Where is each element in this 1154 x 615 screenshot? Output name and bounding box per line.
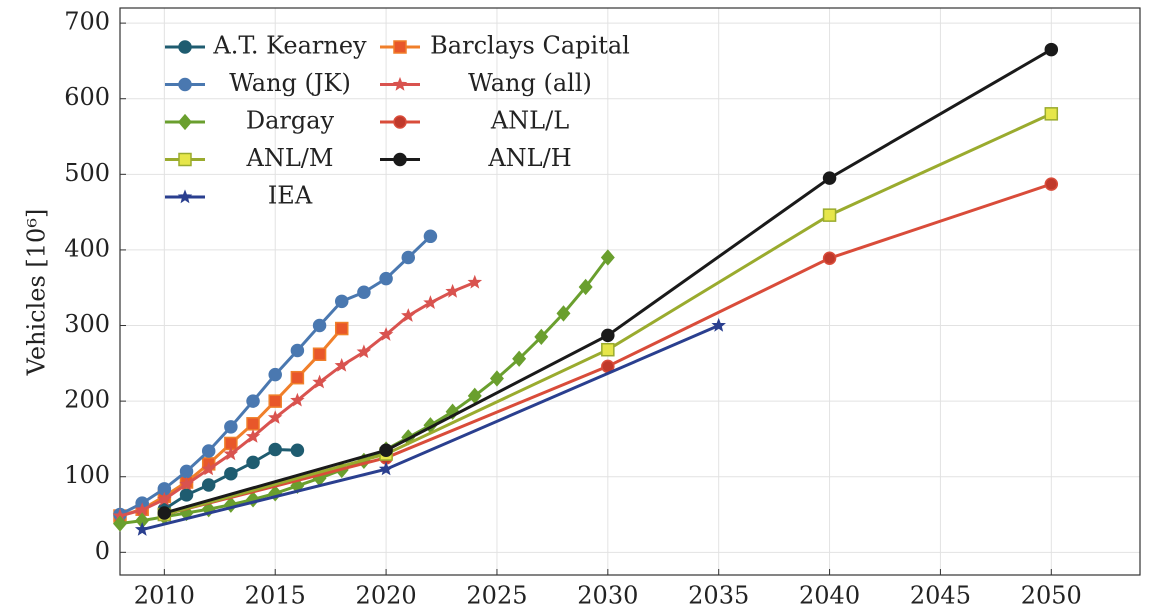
marker <box>378 327 394 341</box>
marker <box>178 77 192 92</box>
marker <box>178 113 192 131</box>
x-tick-label: 2045 <box>910 582 971 610</box>
marker <box>822 171 837 185</box>
marker <box>201 461 216 476</box>
marker <box>600 249 615 266</box>
marker <box>268 367 282 382</box>
marker <box>312 318 327 333</box>
marker <box>601 342 615 357</box>
marker <box>822 251 837 265</box>
x-tick-label: 2010 <box>134 582 195 610</box>
marker <box>179 488 194 502</box>
marker <box>246 417 260 431</box>
marker <box>379 443 393 458</box>
marker <box>246 394 260 408</box>
marker <box>157 491 172 506</box>
marker <box>379 271 393 286</box>
legend: A.T. Kearney Barclays Capital Wang (JK) Wan… <box>165 32 630 210</box>
marker <box>578 278 593 296</box>
marker <box>268 442 282 457</box>
marker <box>489 370 504 387</box>
marker <box>512 350 527 367</box>
marker <box>201 478 216 492</box>
marker <box>201 444 216 458</box>
x-tick-label: 2025 <box>466 582 527 610</box>
marker <box>178 40 192 54</box>
marker <box>467 274 483 289</box>
marker <box>134 521 150 536</box>
marker <box>290 443 305 458</box>
plot-frame <box>119 7 1141 576</box>
marker <box>534 328 549 346</box>
marker <box>268 394 282 408</box>
marker <box>393 40 407 54</box>
marker <box>177 189 193 204</box>
legend-label: Dargay <box>246 107 335 135</box>
marker <box>1044 177 1059 191</box>
marker <box>357 285 371 300</box>
marker <box>312 347 327 361</box>
x-tick-label: 2040 <box>799 582 860 610</box>
marker <box>245 429 261 443</box>
marker <box>334 358 349 372</box>
marker <box>312 374 327 389</box>
marker <box>157 506 172 520</box>
marker <box>393 152 407 167</box>
y-tick-label: 200 <box>64 386 110 414</box>
legend-label: Wang (all) <box>468 69 592 97</box>
marker <box>423 229 438 244</box>
legend-label: Barclays Capital <box>430 32 630 60</box>
marker <box>224 420 238 434</box>
marker <box>246 455 260 470</box>
x-tick-label: 2015 <box>245 582 306 610</box>
marker <box>711 317 726 332</box>
marker <box>392 76 408 91</box>
y-tick-label: 600 <box>64 83 110 111</box>
marker <box>334 321 349 336</box>
marker <box>223 446 239 461</box>
marker <box>334 294 349 309</box>
legend-label: Wang (JK) <box>229 69 351 97</box>
marker <box>179 464 194 479</box>
marker <box>113 515 127 532</box>
marker <box>601 328 615 343</box>
marker <box>822 208 837 222</box>
y-tick-label: 300 <box>64 310 110 338</box>
marker <box>179 476 194 491</box>
marker <box>267 410 283 424</box>
legend-label: ANL/L <box>490 107 569 135</box>
legend-label: ANL/H <box>487 144 571 172</box>
y-axis-label: Vehicles [10⁶] <box>23 209 51 377</box>
y-tick-label: 700 <box>64 8 110 36</box>
marker <box>393 115 407 129</box>
marker <box>423 295 438 310</box>
x-tick-label: 2020 <box>356 582 417 610</box>
marker <box>201 501 216 518</box>
marker <box>401 250 416 265</box>
marker <box>356 344 372 359</box>
y-tick-label: 100 <box>64 461 110 489</box>
marker <box>378 461 394 476</box>
marker <box>178 152 192 167</box>
marker <box>556 305 571 322</box>
marker <box>1044 42 1059 57</box>
marker <box>290 392 305 407</box>
marker <box>290 370 305 385</box>
marker <box>290 343 305 358</box>
legend-label: A.T. Kearney <box>212 32 367 60</box>
marker <box>445 283 460 298</box>
x-tick-label: 2050 <box>1021 582 1082 610</box>
marker <box>1044 107 1059 121</box>
y-tick-label: 400 <box>64 234 110 262</box>
x-tick-label: 2030 <box>577 582 638 610</box>
legend-label: ANL/M <box>246 144 334 172</box>
marker <box>401 308 416 322</box>
legend-label: IEA <box>268 182 313 210</box>
x-tick-label: 2035 <box>688 582 749 610</box>
y-tick-label: 500 <box>64 159 110 187</box>
y-tick-label: 0 <box>95 537 110 565</box>
marker <box>224 466 238 481</box>
